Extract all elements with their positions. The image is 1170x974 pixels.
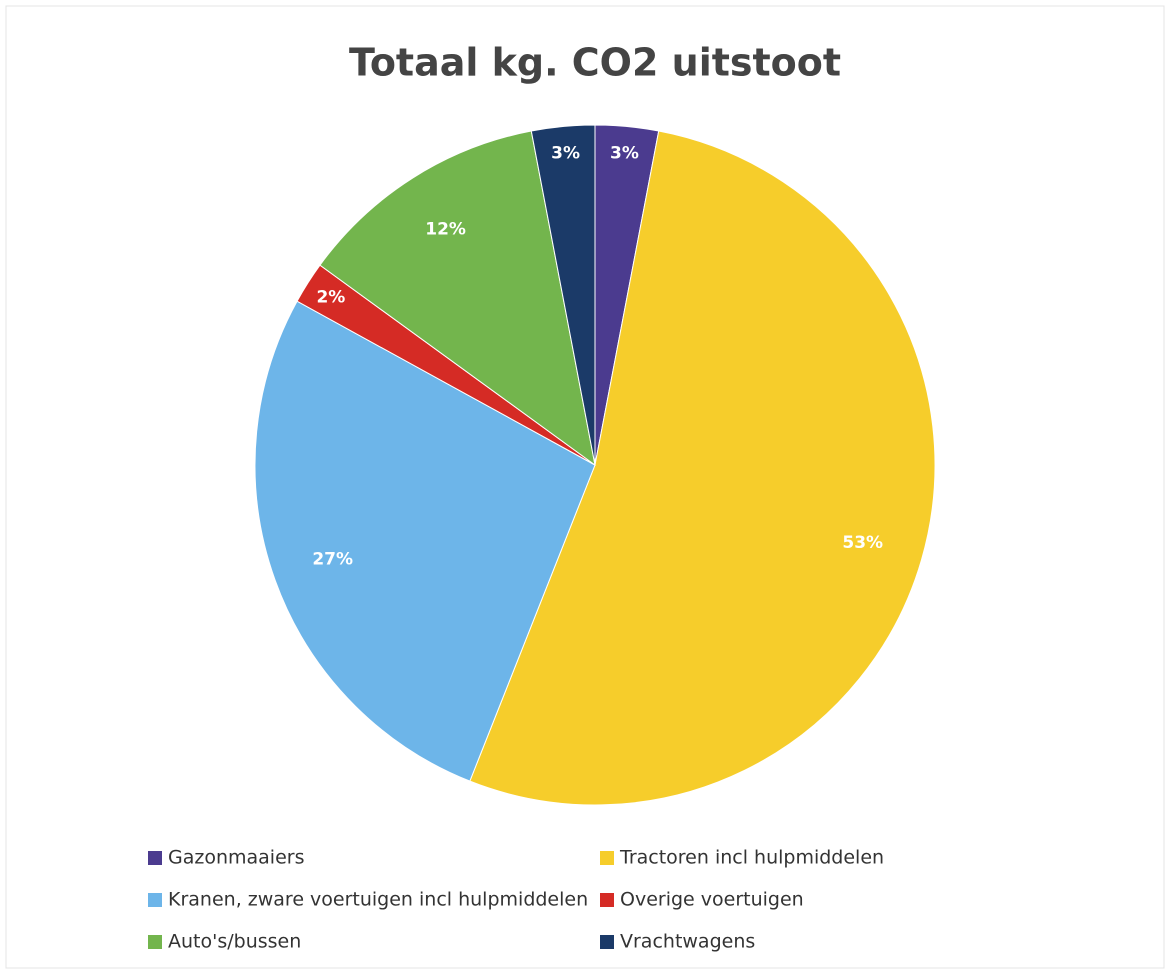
legend-label: Kranen, zware voertuigen incl hulpmiddel… (168, 889, 588, 911)
legend-swatch (600, 851, 614, 865)
data-label: 53% (842, 533, 883, 553)
data-label: 2% (316, 287, 345, 307)
legend-swatch (148, 893, 162, 907)
legend-swatch (600, 893, 614, 907)
data-label: 3% (551, 144, 580, 164)
legend-label: Auto's/bussen (168, 931, 301, 953)
legend-label: Overige voertuigen (620, 889, 804, 911)
pie-slice (469, 130, 936, 806)
legend-label: Vrachtwagens (620, 931, 755, 953)
legend-label: Tractoren incl hulpmiddelen (619, 847, 884, 869)
legend-swatch (148, 935, 162, 949)
pie-slice (254, 300, 596, 782)
pie-slice (319, 130, 596, 467)
data-label: 27% (312, 549, 353, 569)
data-label: 3% (610, 144, 639, 164)
legend-label: Gazonmaaiers (168, 847, 304, 869)
legend-swatch (600, 935, 614, 949)
chart-title: Totaal kg. CO2 uitstoot (349, 41, 841, 85)
pie-slice (530, 124, 596, 466)
legend-swatch (148, 851, 162, 865)
data-label: 12% (425, 220, 466, 240)
